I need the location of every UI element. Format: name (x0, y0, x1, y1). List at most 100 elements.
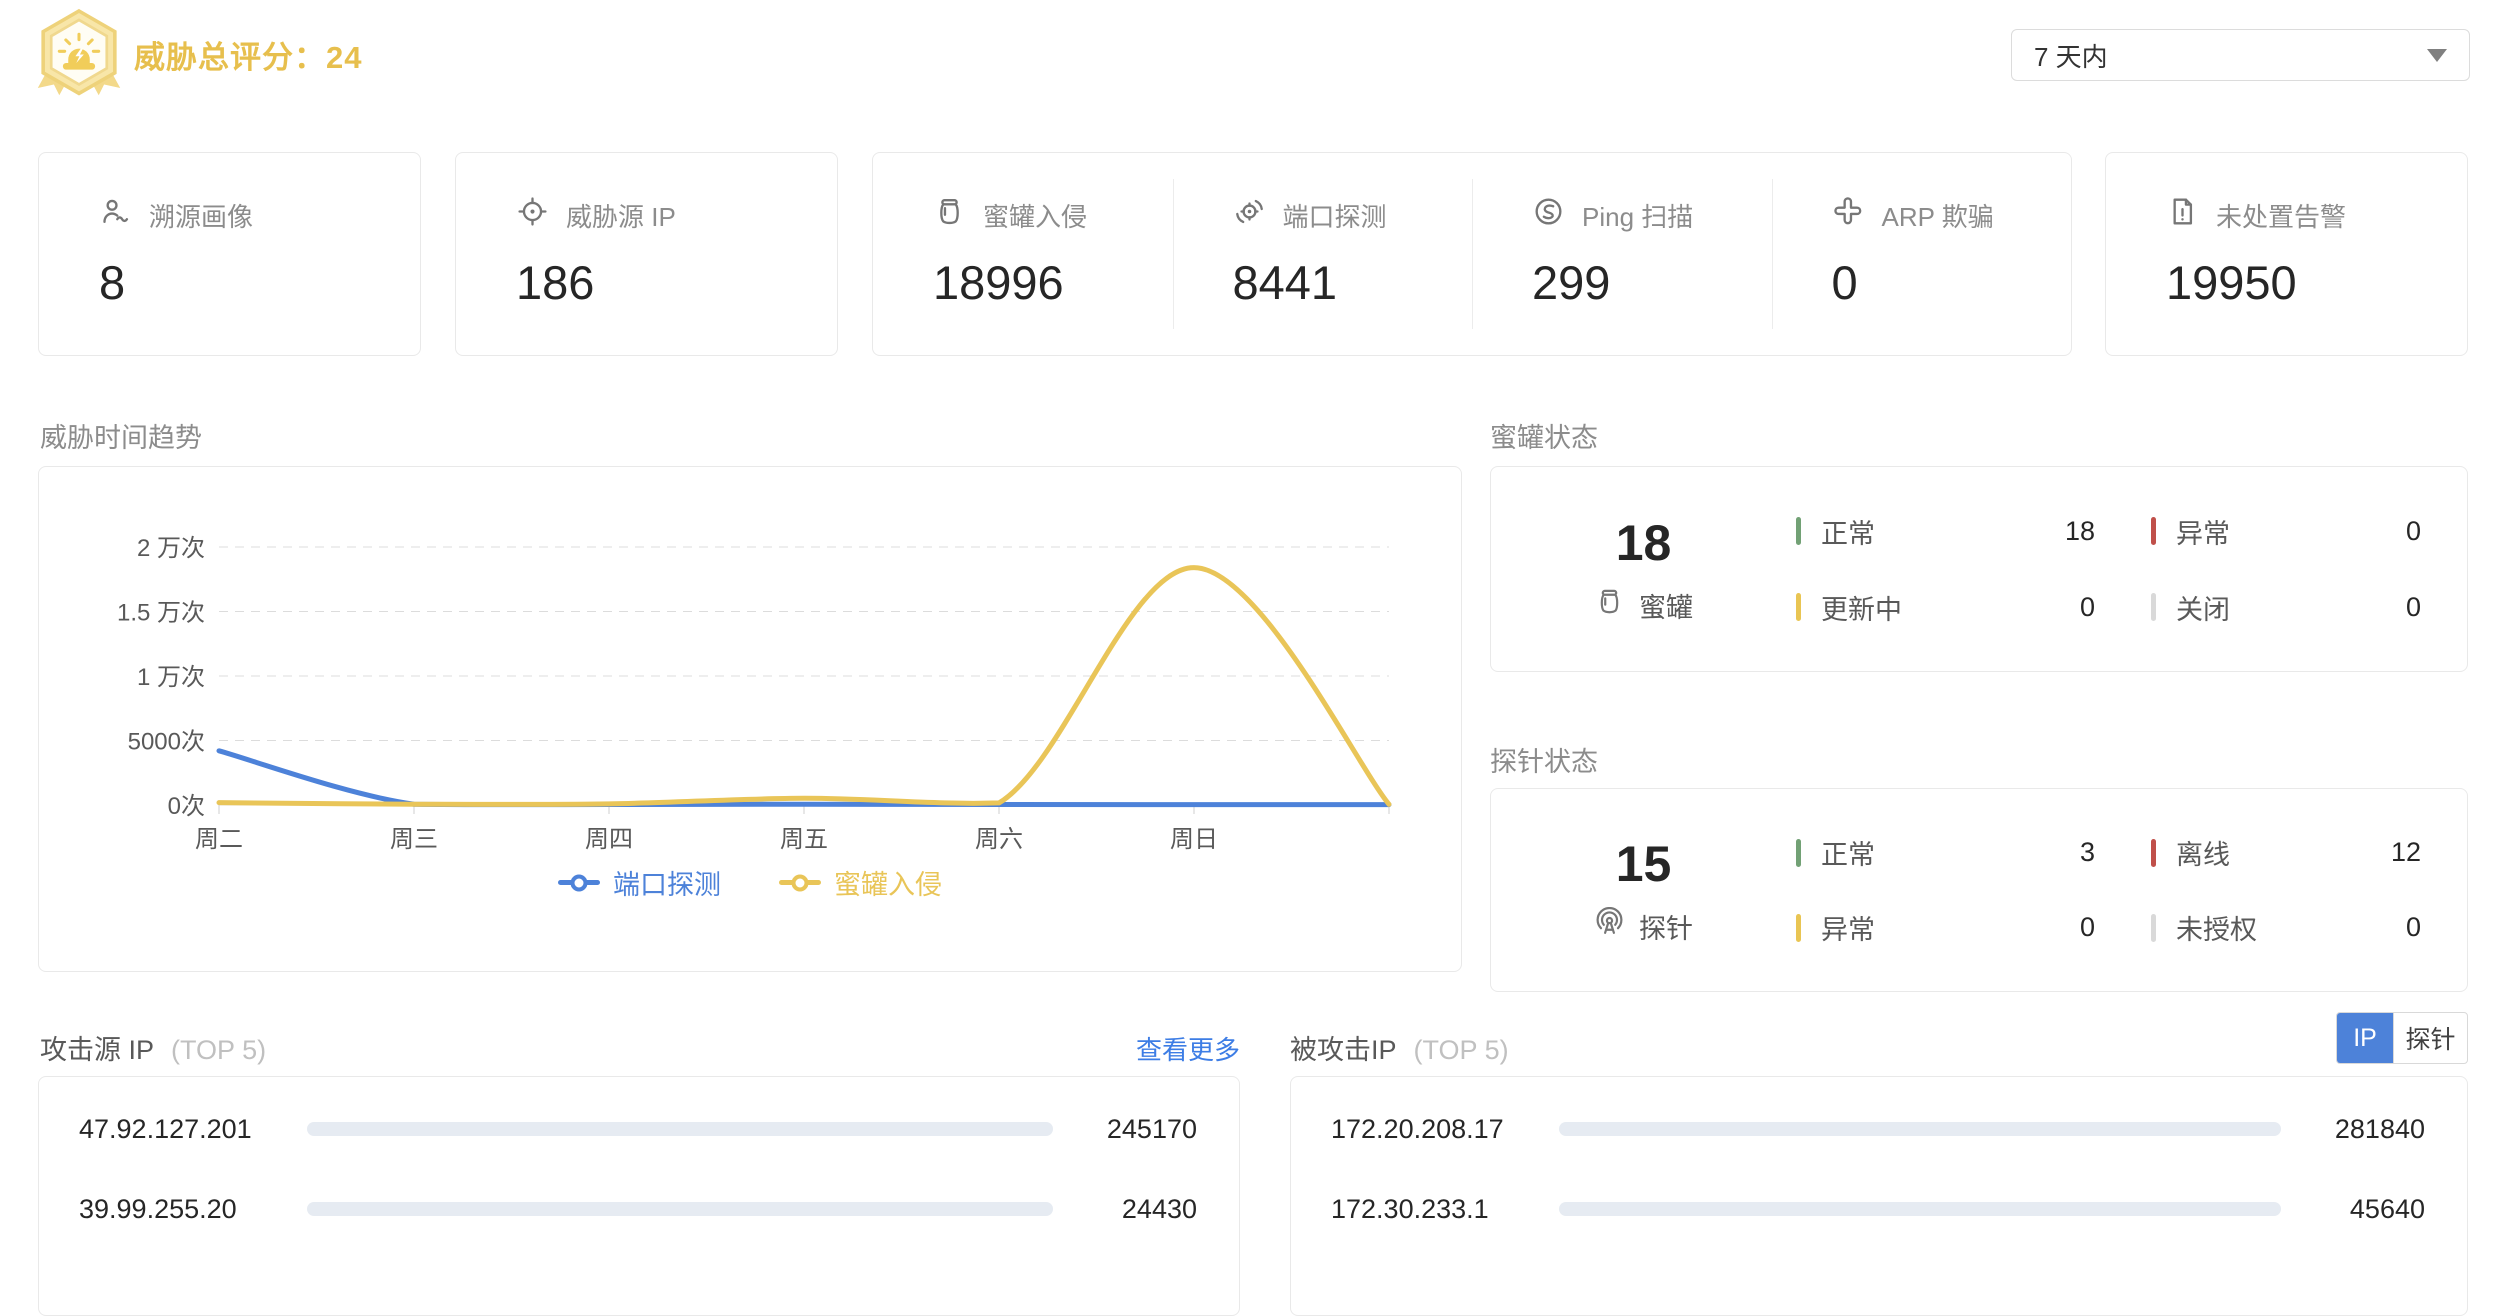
stat-value: 299 (1532, 256, 1611, 309)
svg-text:周六: 周六 (975, 826, 1023, 853)
victim-ip: 172.20.208.17 (1331, 1113, 1504, 1144)
stat-card-group: 蜜罐入侵 18996 端口探测 8441 (872, 152, 2072, 356)
status-item: 异常 0 (2151, 493, 2467, 569)
status-label: 正常 (1821, 518, 1875, 549)
trend-chart-legend: 端口探测 蜜罐入侵 (39, 863, 1461, 902)
attack-source-top-label: (TOP 5) (171, 1035, 267, 1065)
status-label: 关闭 (2176, 594, 2230, 625)
stat-label: Ping 扫描 (1582, 201, 1694, 232)
legend-label: 蜜罐入侵 (834, 870, 942, 900)
attacked-view-toggle: IP 探针 (2336, 1012, 2468, 1064)
attack-source-title-text: 攻击源 IP (40, 1035, 154, 1065)
probe-antenna-icon (1594, 906, 1625, 945)
bar-value: 24430 (1121, 1193, 1197, 1224)
view-more-link[interactable]: 查看更多 (1135, 1035, 1240, 1065)
svg-text:周三: 周三 (390, 826, 438, 853)
attacker-ip: 47.92.127.201 (79, 1113, 252, 1144)
port-scan-icon (1233, 195, 1266, 235)
stat-label: 端口探测 (1282, 201, 1387, 232)
bar-value: 45640 (2349, 1193, 2425, 1224)
trend-chart-title: 威胁时间趋势 (40, 423, 202, 453)
status-label: 正常 (1821, 840, 1875, 870)
page-title: 威胁总评分：24 (134, 32, 362, 77)
bar-row: 172.30.233.1 45640 (1291, 1187, 2467, 1231)
threat-score-badge-icon (36, 8, 122, 100)
status-color-tick (1796, 838, 1801, 867)
status-value: 0 (2405, 515, 2421, 546)
status-label: 更新中 (1821, 594, 1902, 625)
bar-row: 39.99.255.20 24430 (39, 1187, 1239, 1231)
bar-track (307, 1202, 1053, 1216)
status-value: 0 (2079, 591, 2095, 622)
probe-status-card: 15 探针 正常 3 离线 12 异常 0 未授权 0 (1490, 788, 2468, 992)
attack-source-title: 攻击源 IP (TOP 5) (40, 1028, 266, 1067)
bar-track (1559, 1202, 2281, 1216)
chevron-down-icon (2427, 48, 2447, 62)
status-label: 离线 (2176, 840, 2230, 870)
stat-card-trace-profile: 溯源画像 8 (38, 152, 421, 356)
status-label: 未授权 (2176, 915, 2257, 945)
status-label: 异常 (2176, 518, 2230, 549)
stat-label: 蜜罐入侵 (983, 201, 1088, 232)
victim-ip: 172.30.233.1 (1331, 1193, 1489, 1224)
honeypot-total: 18 (1615, 514, 1672, 571)
status-item: 正常 3 (1796, 815, 2151, 890)
svg-text:0次: 0次 (168, 793, 205, 820)
stat-value: 0 (1831, 256, 1858, 309)
attacked-card: 172.20.208.17 281840 172.30.233.1 45640 (1290, 1076, 2468, 1316)
status-color-tick (1796, 913, 1801, 942)
attack-source-card: 47.92.127.201 245170 39.99.255.20 24430 (38, 1076, 1240, 1316)
stat-value: 8441 (1232, 256, 1338, 309)
status-item: 正常 18 (1796, 493, 2151, 569)
svg-text:1 万次: 1 万次 (137, 664, 205, 691)
status-item: 关闭 0 (2151, 569, 2467, 645)
threat-score-value: 24 (326, 40, 363, 75)
status-value: 12 (2390, 837, 2421, 867)
honeypot-unit-label: 蜜罐 (1639, 592, 1693, 623)
time-range-value: 7 天内 (2034, 41, 2108, 72)
toggle-tab-ip[interactable]: IP (2337, 1013, 2393, 1063)
svg-text:周五: 周五 (780, 826, 828, 853)
stat-label: 未处置告警 (2216, 201, 2347, 232)
bar-row: 47.92.127.201 245170 (39, 1107, 1239, 1151)
stat-label: ARP 欺骗 (1881, 201, 1994, 232)
attacked-top-label: (TOP 5) (1413, 1035, 1509, 1065)
legend-item[interactable]: 端口探测 (558, 863, 721, 902)
status-color-tick (1796, 593, 1801, 621)
stat-card-unhandled-alerts: 未处置告警 19950 (2105, 152, 2468, 356)
status-item: 更新中 0 (1796, 569, 2151, 645)
stat-value: 18996 (933, 256, 1064, 309)
svg-text:5000次: 5000次 (128, 729, 205, 756)
svg-text:2 万次: 2 万次 (137, 535, 205, 562)
bar-value: 245170 (1106, 1113, 1197, 1144)
attacker-ip: 39.99.255.20 (79, 1193, 237, 1224)
status-item: 异常 0 (1796, 890, 2151, 965)
probe-status-title: 探针状态 (1490, 747, 1598, 777)
legend-item[interactable]: 蜜罐入侵 (779, 863, 942, 902)
crosshair-icon (516, 195, 549, 235)
legend-label: 端口探测 (613, 870, 721, 900)
svg-text:周日: 周日 (1170, 826, 1218, 853)
trend-chart-card: 0次 5000次 1 万次 1.5 万次 2 万次 周二 周三 周四 周五 周六 周日 端口探测 蜜罐… (38, 466, 1462, 972)
stat-card-threat-source-ip: 威胁源 IP 186 (455, 152, 838, 356)
status-color-tick (2151, 517, 2156, 545)
honeypot-status-card: 18 蜜罐 正常 18 异常 0 更新中 0 关闭 0 (1490, 466, 2468, 672)
status-color-tick (1796, 517, 1801, 545)
status-label: 异常 (1821, 915, 1875, 945)
probe-unit-label: 探针 (1639, 913, 1693, 944)
stat-value: 19950 (2166, 256, 2297, 309)
svg-text:1.5 万次: 1.5 万次 (117, 600, 205, 627)
ping-scan-icon (1532, 195, 1565, 235)
svg-text:周四: 周四 (585, 826, 633, 853)
status-item: 未授权 0 (2151, 890, 2467, 965)
alert-document-icon (2166, 195, 2199, 235)
toggle-tab-probe[interactable]: 探针 (2393, 1013, 2467, 1063)
time-range-select[interactable]: 7 天内 (2011, 29, 2470, 81)
status-color-tick (2151, 913, 2156, 942)
status-item: 离线 12 (2151, 815, 2467, 890)
user-trace-icon (99, 195, 132, 235)
bar-track (1559, 1122, 2281, 1136)
status-color-tick (2151, 838, 2156, 867)
status-value: 0 (2405, 912, 2421, 942)
